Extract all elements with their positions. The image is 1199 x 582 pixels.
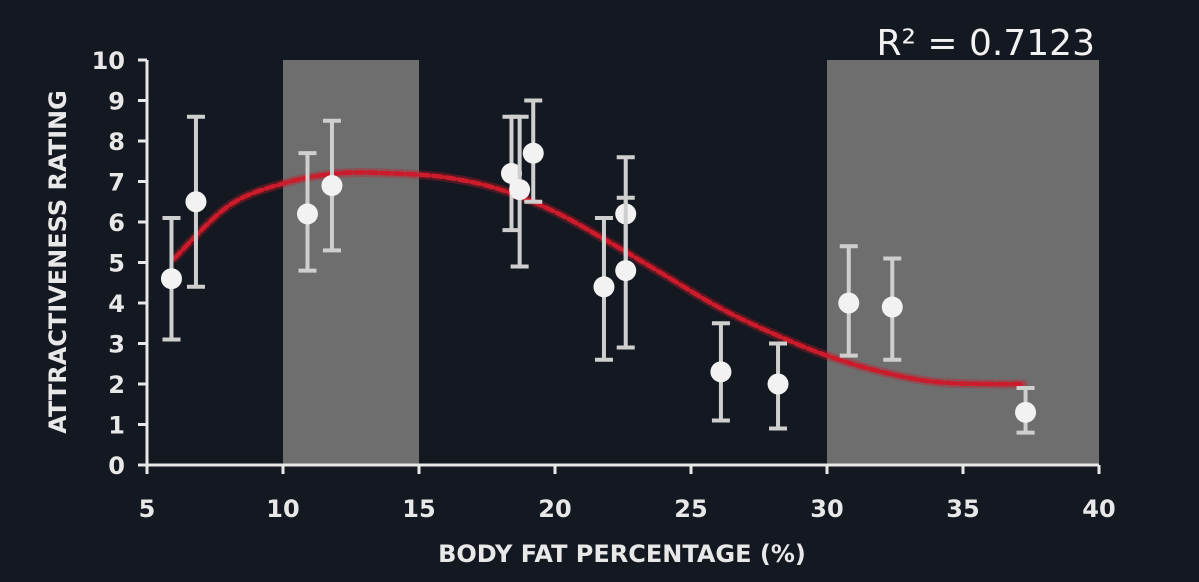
point-marker-4	[500, 162, 522, 184]
point-marker-2	[296, 203, 318, 225]
data-point-4	[500, 114, 522, 233]
x-axis-title: BODY FAT PERCENTAGE (%)	[438, 540, 806, 568]
data-point-12	[838, 244, 860, 358]
shaded-region-0	[283, 60, 419, 465]
data-point-11	[767, 341, 789, 431]
y-tick-label-9: 9	[108, 88, 125, 116]
y-axis-title: ATTRACTIVENESS RATING	[44, 90, 72, 434]
r-squared-annotation: R² = 0.7123	[877, 23, 1095, 64]
y-tick-label-7: 7	[108, 169, 125, 197]
y-tick-label-10: 10	[92, 47, 125, 75]
point-marker-13	[881, 296, 903, 318]
y-tick-label-4: 4	[108, 290, 125, 318]
data-point-7	[593, 215, 615, 362]
y-tick-label-0: 0	[108, 452, 125, 480]
trendline-layer	[169, 167, 1028, 389]
tick-labels: 0 1 2 3 4 5 6 7 8 9 10 5 10 15 20 25 30 35 40	[92, 47, 1116, 523]
y-tick-label-5: 5	[108, 250, 125, 278]
trendline	[171, 170, 1026, 387]
x-tick-label-15: 15	[402, 495, 435, 523]
data-points-layer	[160, 98, 1037, 435]
point-marker-9	[615, 260, 637, 282]
y-tick-label-6: 6	[108, 209, 125, 237]
point-marker-7	[593, 276, 615, 298]
y-tick-label-8: 8	[108, 128, 125, 156]
point-marker-14	[1015, 401, 1037, 423]
x-tick-label-30: 30	[810, 495, 843, 523]
x-tick-label-25: 25	[674, 495, 707, 523]
data-point-0	[160, 215, 182, 342]
point-marker-11	[767, 373, 789, 395]
data-point-6	[522, 98, 544, 204]
point-marker-6	[522, 142, 544, 164]
data-point-1	[185, 114, 207, 289]
y-tick-label-3: 3	[108, 331, 125, 359]
x-tick-label-10: 10	[266, 495, 299, 523]
point-marker-10	[710, 361, 732, 383]
x-tick-label-5: 5	[139, 495, 156, 523]
point-marker-12	[838, 292, 860, 314]
y-tick-label-1: 1	[108, 412, 125, 440]
point-marker-5	[509, 179, 531, 201]
data-point-13	[881, 256, 903, 362]
axes	[138, 58, 1101, 474]
data-point-10	[710, 321, 732, 423]
x-tick-label-40: 40	[1082, 495, 1115, 523]
data-point-5	[509, 114, 531, 269]
shaded-regions	[283, 60, 1099, 465]
point-marker-3	[321, 175, 343, 197]
x-tick-label-35: 35	[946, 495, 979, 523]
shaded-region-1	[827, 60, 1099, 465]
point-marker-1	[185, 191, 207, 213]
data-point-14	[1015, 386, 1037, 435]
point-marker-0	[160, 268, 182, 290]
data-point-9	[615, 195, 637, 350]
x-tick-label-20: 20	[538, 495, 571, 523]
data-point-3	[321, 118, 343, 253]
data-point-2	[296, 151, 318, 273]
y-tick-label-2: 2	[108, 371, 125, 399]
